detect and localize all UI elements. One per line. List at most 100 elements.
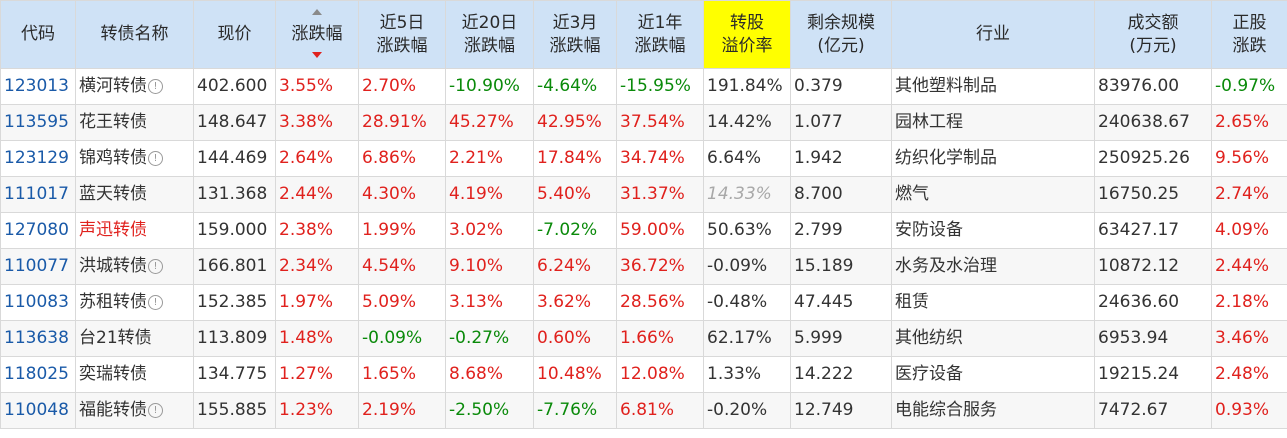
cell-volume-text: 6953.94 — [1098, 328, 1169, 348]
cell-premium: 1.33% — [703, 356, 791, 393]
cell-stock: 2.18% — [1211, 284, 1287, 321]
cell-volume: 250925.26 — [1094, 140, 1212, 177]
cell-stock-text: 2.18% — [1215, 292, 1270, 312]
col-3m[interactable]: 近3月 涨跌幅 — [533, 0, 617, 69]
cell-d5-text: 6.86% — [362, 148, 417, 168]
cell-industry: 租赁 — [891, 284, 1095, 321]
col-remaining[interactable]: 剩余规模 (亿元) — [790, 0, 892, 69]
sort-desc-icon — [312, 52, 322, 58]
cell-code-text: 127080 — [4, 220, 69, 240]
table-row[interactable]: 110083 苏租转债! 152.385 1.97% 5.09% 3.13% 3.62% 28… — [0, 284, 1287, 321]
cell-code[interactable]: 110048 — [0, 392, 76, 429]
info-icon[interactable]: ! — [148, 403, 163, 418]
cell-name[interactable]: 花王转债 — [75, 104, 194, 141]
cell-m3-text: -4.64% — [537, 76, 598, 96]
cell-volume-text: 7472.67 — [1098, 400, 1169, 420]
col-1y[interactable]: 近1年 涨跌幅 — [616, 0, 704, 69]
cell-d5-text: 2.19% — [362, 400, 417, 420]
table-row[interactable]: 110077 洪城转债! 166.801 2.34% 4.54% 9.10% 6.24% 36… — [0, 248, 1287, 285]
info-icon[interactable]: ! — [148, 295, 163, 310]
cell-y1: 12.08% — [616, 356, 704, 393]
cell-name-text: 苏租转债 — [79, 292, 147, 312]
cell-m3-text: 5.40% — [537, 184, 592, 204]
cell-price: 152.385 — [193, 284, 276, 321]
cell-code[interactable]: 111017 — [0, 176, 76, 213]
cell-name[interactable]: 声迅转债 — [75, 212, 194, 249]
cell-y1: -15.95% — [616, 68, 704, 105]
col-premium[interactable]: 转股 溢价率 — [703, 0, 791, 69]
col-5d[interactable]: 近5日 涨跌幅 — [358, 0, 446, 69]
cell-name[interactable]: 台21转债 — [75, 320, 194, 357]
cell-d20: 3.13% — [445, 284, 534, 321]
table-row[interactable]: 111017 蓝天转债 131.368 2.44% 4.30% 4.19% 5.40% 31.… — [0, 176, 1287, 213]
cell-name[interactable]: 洪城转债! — [75, 248, 194, 285]
cell-remaining-text: 47.445 — [794, 292, 854, 312]
table-row[interactable]: 127080 声迅转债 159.000 2.38% 1.99% 3.02% -7.02% 59… — [0, 212, 1287, 249]
cell-code-text: 113638 — [4, 328, 69, 348]
col-remaining-label-1: 剩余规模 — [807, 12, 875, 33]
cell-code[interactable]: 118025 — [0, 356, 76, 393]
info-icon[interactable]: ! — [148, 151, 163, 166]
cell-change-text: 3.55% — [279, 76, 334, 96]
cell-name[interactable]: 锦鸡转债! — [75, 140, 194, 177]
cell-code[interactable]: 110077 — [0, 248, 76, 285]
cell-name[interactable]: 苏租转债! — [75, 284, 194, 321]
cell-industry: 燃气 — [891, 176, 1095, 213]
cell-code[interactable]: 113638 — [0, 320, 76, 357]
col-20d[interactable]: 近20日 涨跌幅 — [445, 0, 534, 69]
table-row[interactable]: 118025 奕瑞转债 134.775 1.27% 1.65% 8.68% 10.48% 12… — [0, 356, 1287, 393]
info-icon[interactable]: ! — [148, 79, 163, 94]
cell-industry-text: 电能综合服务 — [895, 400, 997, 420]
cell-name[interactable]: 蓝天转债 — [75, 176, 194, 213]
col-stock-change[interactable]: 正股 涨跌 — [1211, 0, 1287, 69]
table-row[interactable]: 110048 福能转债! 155.885 1.23% 2.19% -2.50% -7.76%… — [0, 392, 1287, 429]
cell-name-text: 横河转债 — [79, 76, 147, 96]
table-row[interactable]: 113638 台21转债 113.809 1.48% -0.09% -0.27% 0.60%… — [0, 320, 1287, 357]
col-volume[interactable]: 成交额 (万元) — [1094, 0, 1212, 69]
cell-name-text: 福能转债 — [79, 400, 147, 420]
cell-code-text: 123013 — [4, 76, 69, 96]
table-row[interactable]: 113595 花王转债 148.647 3.38% 28.91% 45.27% 42.95%… — [0, 104, 1287, 141]
cell-remaining: 47.445 — [790, 284, 892, 321]
cell-change: 2.34% — [275, 248, 359, 285]
cell-code[interactable]: 123013 — [0, 68, 76, 105]
cell-price-text: 166.801 — [197, 256, 268, 276]
col-name[interactable]: 转债名称 — [75, 0, 194, 69]
col-price[interactable]: 现价 — [193, 0, 276, 69]
cell-m3-text: -7.76% — [537, 400, 598, 420]
cell-price: 113.809 — [193, 320, 276, 357]
cell-stock: 0.93% — [1211, 392, 1287, 429]
cell-name[interactable]: 奕瑞转债 — [75, 356, 194, 393]
cell-industry-text: 医疗设备 — [895, 364, 963, 384]
cell-name[interactable]: 福能转债! — [75, 392, 194, 429]
cell-premium: 191.84% — [703, 68, 791, 105]
cell-d5-text: 4.54% — [362, 256, 417, 276]
cell-code[interactable]: 123129 — [0, 140, 76, 177]
cell-y1: 36.72% — [616, 248, 704, 285]
cell-name[interactable]: 横河转债! — [75, 68, 194, 105]
col-name-label: 转债名称 — [100, 24, 169, 44]
col-code[interactable]: 代码 — [0, 0, 76, 69]
cell-industry-text: 租赁 — [895, 292, 929, 312]
table-row[interactable]: 123013 横河转债! 402.600 3.55% 2.70% -10.90% -4.64… — [0, 68, 1287, 105]
col-change[interactable]: 涨跌幅 — [275, 0, 359, 69]
cell-code[interactable]: 113595 — [0, 104, 76, 141]
cell-remaining: 12.749 — [790, 392, 892, 429]
cell-price-text: 144.469 — [197, 148, 268, 168]
cell-volume: 10872.12 — [1094, 248, 1212, 285]
cell-code[interactable]: 110083 — [0, 284, 76, 321]
col-industry[interactable]: 行业 — [891, 0, 1095, 69]
cell-name-text: 蓝天转债 — [79, 184, 147, 204]
info-icon[interactable]: ! — [148, 259, 163, 274]
cell-m3-text: 17.84% — [537, 148, 602, 168]
cell-volume-text: 83976.00 — [1098, 76, 1180, 96]
table-row[interactable]: 123129 锦鸡转债! 144.469 2.64% 6.86% 2.21% 17.84% 3… — [0, 140, 1287, 177]
cell-d20: 4.19% — [445, 176, 534, 213]
cell-d20-text: 3.13% — [449, 292, 504, 312]
cell-code[interactable]: 127080 — [0, 212, 76, 249]
cell-price-text: 134.775 — [197, 364, 268, 384]
cell-stock-text: 2.65% — [1215, 112, 1270, 132]
cell-stock: 3.46% — [1211, 320, 1287, 357]
cell-d20: 45.27% — [445, 104, 534, 141]
cell-industry-text: 其他纺织 — [895, 328, 963, 348]
